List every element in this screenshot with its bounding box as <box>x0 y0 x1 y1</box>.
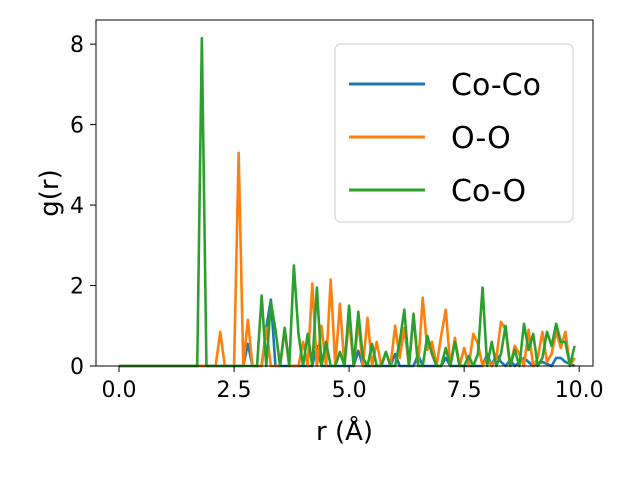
y-tick-label: 2 <box>70 275 84 300</box>
x-tick-label: 2.5 <box>217 378 252 403</box>
y-axis: 0 2 4 6 8 <box>70 33 96 380</box>
plot-frame <box>95 19 594 367</box>
y-tick-label: 8 <box>70 33 84 58</box>
legend-label-1: O-O <box>451 121 511 156</box>
series-line-2 <box>119 36 576 368</box>
legend: Co-Co O-O Co-O <box>334 43 574 223</box>
legend-label-2: Co-O <box>451 174 526 209</box>
y-tick-label: 0 <box>70 355 84 380</box>
x-tick-label: 0.0 <box>102 378 137 403</box>
x-axis: 0.0 2.5 5.0 7.5 10.0 <box>102 366 604 403</box>
x-tick-label: 7.5 <box>447 378 482 403</box>
y-tick-label: 6 <box>70 114 84 139</box>
y-tick-label: 4 <box>70 194 84 219</box>
x-tick-label: 10.0 <box>555 378 604 403</box>
legend-label-0: Co-Co <box>451 68 541 103</box>
y-axis-label: g(r) <box>35 169 65 216</box>
x-axis-label: r (Å) <box>316 415 373 447</box>
x-tick-label: 5.0 <box>332 378 367 403</box>
legend-box <box>334 43 574 223</box>
